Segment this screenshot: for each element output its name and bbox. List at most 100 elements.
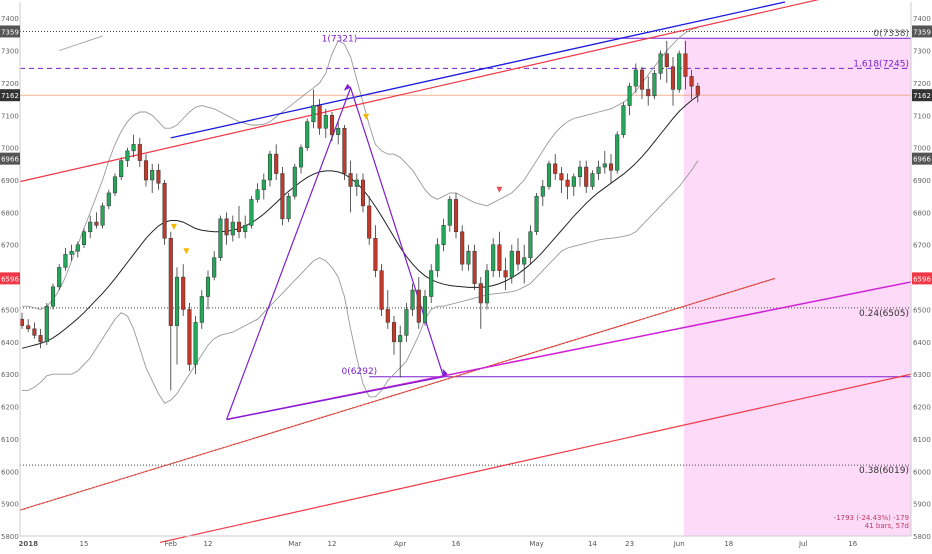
trendlines xyxy=(19,0,912,544)
y-tick-right: 6000 xyxy=(913,468,931,476)
candle-body xyxy=(181,276,186,310)
price-tag-right: 6596 xyxy=(913,275,931,283)
faint-line xyxy=(59,35,103,52)
red-ma-long xyxy=(19,277,776,511)
y-tick-left: 7200 xyxy=(1,80,19,88)
candle-body xyxy=(187,309,192,365)
candle-body xyxy=(522,257,527,265)
arrow-head-bottom xyxy=(442,368,448,377)
candle-body xyxy=(429,270,434,297)
y-tick-right: 7300 xyxy=(913,48,931,56)
x-tick-label: Mar xyxy=(288,540,301,548)
fib-labels: 1(7321) 0(7338) 1.618(7245) 0(6292) 0.24… xyxy=(322,29,909,530)
y-tick-right: 6800 xyxy=(913,209,931,217)
y-tick-right: 5800 xyxy=(913,533,931,541)
candle-body xyxy=(565,179,570,187)
y-tick-right: 7100 xyxy=(913,112,931,120)
bollinger-lower xyxy=(22,160,699,404)
red-marker xyxy=(496,186,503,193)
yellow-marker xyxy=(183,248,190,255)
price-tag-left: 6966 xyxy=(1,156,19,164)
candle-body xyxy=(311,105,316,122)
candle-body xyxy=(379,270,384,310)
candle-body xyxy=(404,309,409,336)
y-tick-left: 6900 xyxy=(1,177,19,185)
fib-024-label: 0.24(6505) xyxy=(859,309,909,319)
candle-body xyxy=(75,244,80,252)
arrow-head-top xyxy=(343,83,351,91)
candle-body xyxy=(472,250,477,284)
candle-body xyxy=(298,147,304,168)
candle-body xyxy=(391,322,397,343)
candle-body xyxy=(205,276,211,297)
y-tick-left: 6800 xyxy=(1,209,19,217)
candle-body xyxy=(50,286,56,307)
candle-body xyxy=(100,205,105,226)
candle-body xyxy=(261,179,266,190)
candle-body xyxy=(305,121,310,148)
candle-body xyxy=(218,218,223,258)
candle-body xyxy=(156,170,161,184)
candle-body xyxy=(19,318,25,326)
fib-038-label: 0.38(6019) xyxy=(859,466,909,476)
price-tag-left-bg xyxy=(0,152,20,165)
candle-body xyxy=(224,218,229,236)
y-tick-right: 6300 xyxy=(913,371,931,379)
candle-body xyxy=(460,231,465,265)
candle-body xyxy=(38,335,43,343)
candle-body xyxy=(639,69,645,90)
candle-body xyxy=(416,289,421,323)
price-tag-left-bg xyxy=(0,272,20,285)
candle-body xyxy=(528,231,533,258)
candle-body xyxy=(63,254,68,268)
candle-body xyxy=(571,176,576,187)
candle-body xyxy=(236,221,242,233)
candle-body xyxy=(503,270,508,278)
candle-body xyxy=(689,76,694,87)
candle-body xyxy=(137,144,142,161)
x-tick-label: 2018 xyxy=(18,540,38,548)
candle-body xyxy=(695,85,700,96)
y-tick-left: 5800 xyxy=(1,533,19,541)
y-tick-right: 6500 xyxy=(913,306,931,314)
candle-body xyxy=(212,257,217,278)
fib-right-zero-label: 0(7338) xyxy=(873,29,909,39)
price-tag-right-bg xyxy=(912,152,932,165)
candle-body xyxy=(453,199,459,233)
candle-body xyxy=(447,199,452,226)
price-tag-left-bg xyxy=(0,25,20,38)
candle-body xyxy=(497,244,502,271)
bollinger-bands xyxy=(21,27,699,404)
price-tag-left: 7162 xyxy=(1,92,19,100)
y-tick-left: 6300 xyxy=(1,371,19,379)
y-tick-left: 6700 xyxy=(1,242,19,250)
candle-body xyxy=(360,179,366,207)
y-tick-left: 7000 xyxy=(1,145,19,153)
candle-body xyxy=(81,231,87,245)
candle-body xyxy=(317,105,322,129)
y-tick-right: 7000 xyxy=(913,145,931,153)
candle-body xyxy=(559,173,564,181)
candle-body xyxy=(484,270,490,304)
candle-body xyxy=(652,72,657,97)
y-tick-right: 6200 xyxy=(913,404,931,412)
candle-body xyxy=(633,69,638,87)
x-tick-label: 16 xyxy=(452,540,461,548)
y-tick-right: 6700 xyxy=(913,242,931,250)
x-tick-label: 23 xyxy=(625,540,634,548)
candle-body xyxy=(546,163,552,187)
red-channel-upper xyxy=(19,0,820,183)
price-tag-left: 7359 xyxy=(1,28,19,36)
candle-body xyxy=(646,89,651,97)
x-tick-label: 12 xyxy=(328,540,337,548)
x-tick-label: Apr xyxy=(394,540,406,548)
y-tick-right: 7400 xyxy=(913,15,931,23)
candle-body xyxy=(94,221,99,226)
candles xyxy=(19,40,700,391)
candle-body xyxy=(168,238,173,326)
candle-body xyxy=(354,179,359,187)
price-tag-right: 7162 xyxy=(913,92,931,100)
candle-body xyxy=(367,205,372,239)
